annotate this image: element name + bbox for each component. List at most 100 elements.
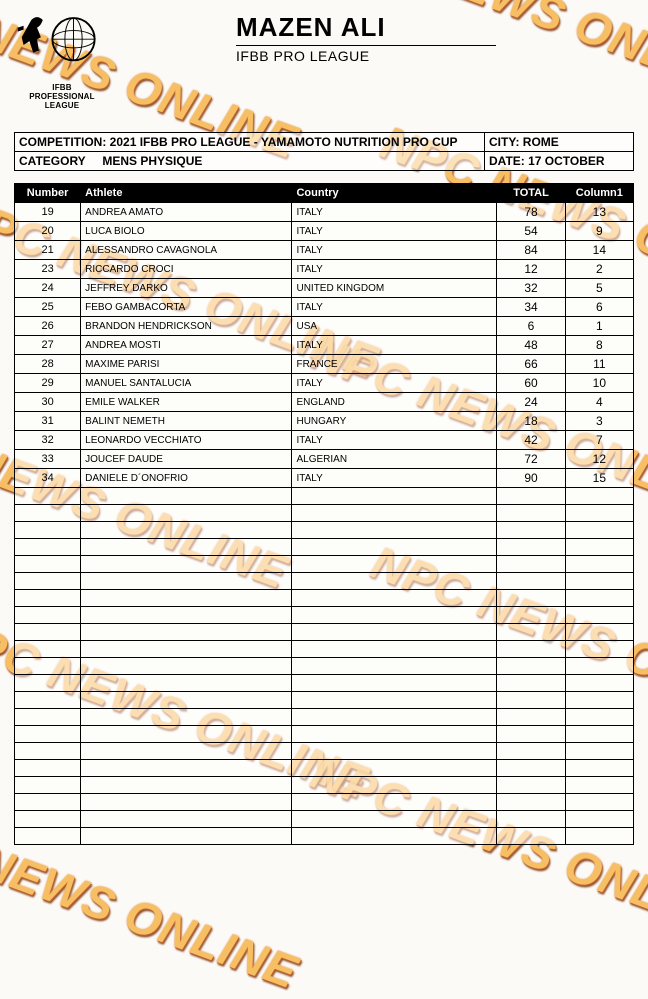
cell-empty: [565, 760, 633, 777]
cell-column1: 10: [565, 374, 633, 393]
cell-empty: [15, 811, 81, 828]
cell-empty: [292, 760, 497, 777]
col-total: TOTAL: [497, 184, 565, 203]
page-title: MAZEN ALI: [236, 12, 634, 43]
cell-country: ITALY: [292, 336, 497, 355]
table-row-empty: [15, 607, 634, 624]
cell-empty: [15, 777, 81, 794]
cell-column1: 1: [565, 317, 633, 336]
cell-athlete: JEFFREY DARKO: [81, 279, 292, 298]
cell-empty: [292, 641, 497, 658]
cell-empty: [497, 624, 565, 641]
cell-empty: [15, 539, 81, 556]
cell-empty: [292, 590, 497, 607]
cell-empty: [81, 624, 292, 641]
cell-empty: [81, 590, 292, 607]
cell-empty: [15, 573, 81, 590]
table-row-empty: [15, 675, 634, 692]
cell-empty: [292, 607, 497, 624]
logo-text-top: IFBB: [14, 83, 110, 92]
cell-total: 12: [497, 260, 565, 279]
table-row: 29MANUEL SANTALUCIAITALY6010: [15, 374, 634, 393]
cell-empty: [565, 828, 633, 845]
cell-empty: [292, 573, 497, 590]
cell-empty: [292, 743, 497, 760]
cell-total: 66: [497, 355, 565, 374]
cell-empty: [497, 760, 565, 777]
meta-table: COMPETITION: 2021 IFBB PRO LEAGUE - YAMA…: [14, 132, 634, 171]
cell-total: 60: [497, 374, 565, 393]
cell-empty: [81, 828, 292, 845]
table-row-empty: [15, 539, 634, 556]
cell-empty: [497, 675, 565, 692]
table-row-empty: [15, 692, 634, 709]
cell-number: 23: [15, 260, 81, 279]
cell-column1: 8: [565, 336, 633, 355]
table-row-empty: [15, 488, 634, 505]
logo-text-bottom: PROFESSIONAL LEAGUE: [14, 92, 110, 110]
cell-empty: [497, 794, 565, 811]
cell-total: 18: [497, 412, 565, 431]
cell-number: 34: [15, 469, 81, 488]
cell-empty: [497, 743, 565, 760]
table-row: 27ANDREA MOSTIITALY488: [15, 336, 634, 355]
cell-empty: [15, 522, 81, 539]
table-row-empty: [15, 522, 634, 539]
cell-empty: [15, 624, 81, 641]
table-row: 31BALINT NEMETHHUNGARY183: [15, 412, 634, 431]
cell-empty: [497, 488, 565, 505]
cell-empty: [565, 624, 633, 641]
cell-country: UNITED KINGDOM: [292, 279, 497, 298]
header: IFBB PROFESSIONAL LEAGUE MAZEN ALI IFBB …: [14, 10, 634, 110]
results-table: Number Athlete Country TOTAL Column1 19A…: [14, 183, 634, 845]
cell-empty: [497, 590, 565, 607]
cell-empty: [15, 828, 81, 845]
city-value: ROME: [523, 135, 559, 149]
cell-athlete: MAXIME PARISI: [81, 355, 292, 374]
cell-empty: [81, 488, 292, 505]
cell-total: 32: [497, 279, 565, 298]
cell-empty: [81, 505, 292, 522]
cell-empty: [15, 675, 81, 692]
cell-athlete: FEBO GAMBACORTA: [81, 298, 292, 317]
table-row-empty: [15, 760, 634, 777]
cell-empty: [81, 658, 292, 675]
cell-total: 48: [497, 336, 565, 355]
cell-empty: [565, 522, 633, 539]
cell-athlete: LUCA BIOLO: [81, 222, 292, 241]
cell-empty: [497, 505, 565, 522]
competition-value: 2021 IFBB PRO LEAGUE - YAMAMOTO NUTRITIO…: [110, 135, 458, 149]
table-row: 33JOUCEF DAUDEALGERIAN7212: [15, 450, 634, 469]
cell-empty: [81, 607, 292, 624]
cell-empty: [292, 828, 497, 845]
cell-column1: 14: [565, 241, 633, 260]
table-row-empty: [15, 709, 634, 726]
category-label: CATEGORY: [19, 154, 86, 168]
cell-empty: [565, 658, 633, 675]
ifbb-logo: IFBB PROFESSIONAL LEAGUE: [14, 10, 110, 110]
cell-empty: [565, 692, 633, 709]
page-subtitle: IFBB PRO LEAGUE: [236, 48, 634, 64]
table-row-empty: [15, 590, 634, 607]
cell-empty: [81, 573, 292, 590]
cell-empty: [565, 607, 633, 624]
table-row-empty: [15, 556, 634, 573]
cell-country: USA: [292, 317, 497, 336]
col-number: Number: [15, 184, 81, 203]
table-row-empty: [15, 573, 634, 590]
cell-number: 33: [15, 450, 81, 469]
cell-empty: [81, 743, 292, 760]
table-row-empty: [15, 726, 634, 743]
cell-empty: [565, 590, 633, 607]
table-row: 19ANDREA AMATOITALY7813: [15, 203, 634, 222]
cell-empty: [15, 488, 81, 505]
cell-empty: [292, 539, 497, 556]
cell-empty: [81, 641, 292, 658]
cell-empty: [15, 794, 81, 811]
cell-empty: [81, 811, 292, 828]
cell-empty: [497, 539, 565, 556]
cell-total: 78: [497, 203, 565, 222]
cell-number: 31: [15, 412, 81, 431]
cell-empty: [497, 641, 565, 658]
cell-athlete: EMILE WALKER: [81, 393, 292, 412]
